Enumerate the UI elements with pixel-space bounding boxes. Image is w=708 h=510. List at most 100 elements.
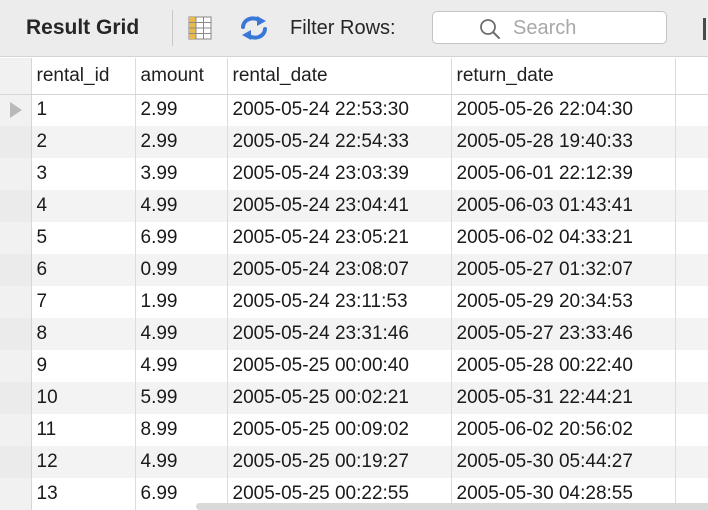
table-row[interactable]: 6 0.99 2005-05-24 23:08:07 2005-05-27 01… [0, 254, 708, 286]
row-indicator[interactable] [0, 382, 32, 414]
table-row[interactable]: 12 4.99 2005-05-25 00:19:27 2005-05-30 0… [0, 446, 708, 478]
row-indicator[interactable] [0, 318, 32, 350]
cell-amount[interactable]: 4.99 [135, 350, 228, 382]
cell-rental-date[interactable]: 2005-05-24 23:31:46 [227, 318, 452, 350]
row-filler [675, 286, 708, 318]
row-filler [675, 190, 708, 222]
cell-return-date[interactable]: 2005-05-30 05:44:27 [451, 446, 676, 478]
header-row: rental_id amount rental_date return_date [0, 58, 708, 95]
table-row[interactable]: 4 4.99 2005-05-24 23:04:41 2005-06-03 01… [0, 190, 708, 222]
cell-return-date[interactable]: 2005-05-27 23:33:46 [451, 318, 676, 350]
row-indicator[interactable] [0, 190, 32, 222]
cell-rental-id[interactable]: 11 [31, 414, 136, 446]
row-indicator[interactable] [0, 254, 32, 286]
filter-search-input[interactable] [513, 16, 653, 40]
row-indicator[interactable] [0, 286, 32, 318]
result-grid[interactable]: rental_id amount rental_date return_date… [0, 58, 708, 510]
cell-rental-date[interactable]: 2005-05-24 22:54:33 [227, 126, 452, 158]
result-grid-toolbar: Result Grid Filter Rows: [0, 0, 708, 57]
cell-amount[interactable]: 6.99 [135, 222, 228, 254]
cell-return-date[interactable]: 2005-06-03 01:43:41 [451, 190, 676, 222]
cell-return-date[interactable]: 2005-05-28 00:22:40 [451, 350, 676, 382]
row-filler [675, 382, 708, 414]
cell-rental-id[interactable]: 4 [31, 190, 136, 222]
column-header-return-date[interactable]: return_date [451, 58, 676, 95]
cell-return-date[interactable]: 2005-05-31 22:44:21 [451, 382, 676, 414]
toolbar-overflow-edge [703, 18, 706, 40]
cell-rental-date[interactable]: 2005-05-25 00:02:21 [227, 382, 452, 414]
cell-rental-id[interactable]: 8 [31, 318, 136, 350]
cell-amount[interactable]: 5.99 [135, 382, 228, 414]
cell-rental-id[interactable]: 13 [31, 478, 136, 510]
cell-amount[interactable]: 3.99 [135, 158, 228, 190]
column-header-amount[interactable]: amount [135, 58, 228, 95]
table-row[interactable]: 3 3.99 2005-05-24 23:03:39 2005-06-01 22… [0, 158, 708, 190]
table-row[interactable]: 2 2.99 2005-05-24 22:54:33 2005-05-28 19… [0, 126, 708, 158]
row-filler [675, 446, 708, 478]
filter-search-box[interactable] [432, 11, 667, 44]
cell-rental-id[interactable]: 2 [31, 126, 136, 158]
cell-rental-date[interactable]: 2005-05-25 00:00:40 [227, 350, 452, 382]
cell-amount[interactable]: 0.99 [135, 254, 228, 286]
cell-rental-date[interactable]: 2005-05-25 00:19:27 [227, 446, 452, 478]
row-indicator[interactable] [0, 158, 32, 190]
row-indicator-header [0, 58, 32, 95]
cell-amount[interactable]: 8.99 [135, 414, 228, 446]
table-grid-icon[interactable] [186, 14, 214, 42]
cell-rental-date[interactable]: 2005-05-24 23:03:39 [227, 158, 452, 190]
cell-rental-date[interactable]: 2005-05-24 23:05:21 [227, 222, 452, 254]
row-filler [675, 414, 708, 446]
cell-return-date[interactable]: 2005-06-02 04:33:21 [451, 222, 676, 254]
toolbar-divider [172, 10, 173, 46]
cell-amount[interactable]: 1.99 [135, 286, 228, 318]
cell-amount[interactable]: 4.99 [135, 446, 228, 478]
table-row[interactable]: 8 4.99 2005-05-24 23:31:46 2005-05-27 23… [0, 318, 708, 350]
cell-amount[interactable]: 2.99 [135, 126, 228, 158]
cell-rental-id[interactable]: 12 [31, 446, 136, 478]
row-indicator[interactable] [0, 94, 32, 126]
cell-return-date[interactable]: 2005-05-27 01:32:07 [451, 254, 676, 286]
cell-rental-date[interactable]: 2005-05-24 23:04:41 [227, 190, 452, 222]
row-indicator[interactable] [0, 126, 32, 158]
cell-rental-id[interactable]: 5 [31, 222, 136, 254]
cell-rental-id[interactable]: 1 [31, 94, 136, 126]
filter-rows-label: Filter Rows: [290, 17, 396, 39]
cell-rental-id[interactable]: 10 [31, 382, 136, 414]
row-indicator[interactable] [0, 350, 32, 382]
cell-rental-date[interactable]: 2005-05-25 00:09:02 [227, 414, 452, 446]
horizontal-scrollbar[interactable] [196, 503, 708, 510]
magnifier-icon [480, 19, 500, 39]
row-filler [675, 126, 708, 158]
row-indicator[interactable] [0, 446, 32, 478]
cell-return-date[interactable]: 2005-06-01 22:12:39 [451, 158, 676, 190]
cell-return-date[interactable]: 2005-05-26 22:04:30 [451, 94, 676, 126]
cell-amount[interactable]: 4.99 [135, 318, 228, 350]
refresh-arrows-icon[interactable] [238, 14, 267, 42]
cell-return-date[interactable]: 2005-05-28 19:40:33 [451, 126, 676, 158]
column-header-rental-id[interactable]: rental_id [31, 58, 136, 95]
row-filler [675, 94, 708, 126]
cell-return-date[interactable]: 2005-06-02 20:56:02 [451, 414, 676, 446]
table-row[interactable]: 10 5.99 2005-05-25 00:02:21 2005-05-31 2… [0, 382, 708, 414]
cell-rental-date[interactable]: 2005-05-24 23:11:53 [227, 286, 452, 318]
table-row[interactable]: 11 8.99 2005-05-25 00:09:02 2005-06-02 2… [0, 414, 708, 446]
cell-rental-date[interactable]: 2005-05-24 23:08:07 [227, 254, 452, 286]
cell-return-date[interactable]: 2005-05-29 20:34:53 [451, 286, 676, 318]
cell-amount[interactable]: 4.99 [135, 190, 228, 222]
row-filler [675, 254, 708, 286]
cell-amount[interactable]: 2.99 [135, 94, 228, 126]
table-row[interactable]: 9 4.99 2005-05-25 00:00:40 2005-05-28 00… [0, 350, 708, 382]
cell-rental-id[interactable]: 6 [31, 254, 136, 286]
table-row[interactable]: 13 6.99 2005-05-25 00:22:55 2005-05-30 0… [0, 478, 708, 510]
column-header-rental-date[interactable]: rental_date [227, 58, 452, 95]
cell-rental-id[interactable]: 7 [31, 286, 136, 318]
cell-rental-id[interactable]: 9 [31, 350, 136, 382]
table-row[interactable]: 1 2.99 2005-05-24 22:53:30 2005-05-26 22… [0, 94, 708, 126]
row-indicator[interactable] [0, 414, 32, 446]
cell-rental-date[interactable]: 2005-05-24 22:53:30 [227, 94, 452, 126]
row-indicator[interactable] [0, 478, 32, 510]
table-row[interactable]: 5 6.99 2005-05-24 23:05:21 2005-06-02 04… [0, 222, 708, 254]
cell-rental-id[interactable]: 3 [31, 158, 136, 190]
row-indicator[interactable] [0, 222, 32, 254]
table-row[interactable]: 7 1.99 2005-05-24 23:11:53 2005-05-29 20… [0, 286, 708, 318]
